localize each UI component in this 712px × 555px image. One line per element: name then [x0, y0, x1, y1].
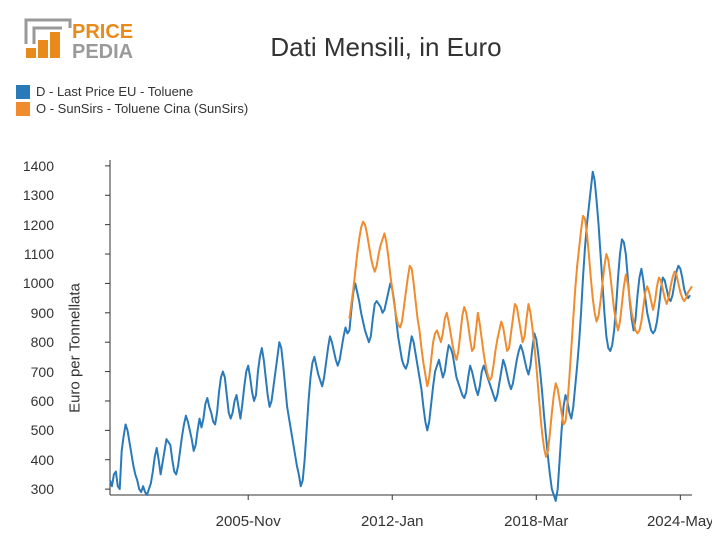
- y-tick-label: 800: [16, 334, 60, 350]
- y-tick-label: 1100: [16, 246, 60, 262]
- legend-item: D - Last Price EU - Toluene: [16, 84, 712, 99]
- x-tick-label: 2012-Jan: [361, 513, 424, 530]
- legend-label: D - Last Price EU - Toluene: [36, 84, 193, 99]
- plot-svg: [60, 150, 702, 505]
- x-tick-label: 2005-Nov: [216, 513, 281, 530]
- chart-title: Dati Mensili, in Euro: [140, 14, 692, 63]
- y-tick-label: 900: [16, 305, 60, 321]
- x-ticks: 2005-Nov2012-Jan2018-Mar2024-May: [60, 513, 702, 533]
- y-tick-label: 1000: [16, 275, 60, 291]
- logo-text-top: PRICE: [72, 21, 133, 43]
- series-line: [349, 216, 692, 457]
- y-tick-label: 600: [16, 393, 60, 409]
- legend-swatch-icon: [16, 85, 30, 99]
- y-tick-label: 300: [16, 481, 60, 497]
- legend-label: O - SunSirs - Toluene Cina (SunSirs): [36, 101, 248, 116]
- y-tick-label: 1300: [16, 187, 60, 203]
- header: PRICE PEDIA Dati Mensili, in Euro: [0, 0, 712, 74]
- x-tick-label: 2018-Mar: [504, 513, 568, 530]
- chart-area: Euro per Tonnellata 30040050060070080090…: [0, 150, 712, 545]
- logo-bars-icon: [26, 20, 70, 58]
- logo-text-bottom: PEDIA: [72, 41, 133, 63]
- y-tick-label: 1200: [16, 217, 60, 233]
- logo: PRICE PEDIA: [20, 14, 140, 74]
- y-tick-label: 1400: [16, 158, 60, 174]
- legend: D - Last Price EU - Toluene O - SunSirs …: [0, 74, 712, 116]
- legend-item: O - SunSirs - Toluene Cina (SunSirs): [16, 101, 712, 116]
- y-tick-label: 400: [16, 452, 60, 468]
- y-tick-label: 500: [16, 422, 60, 438]
- x-tick-label: 2024-May: [647, 513, 712, 530]
- legend-swatch-icon: [16, 102, 30, 116]
- series-line: [110, 172, 690, 501]
- y-tick-label: 700: [16, 364, 60, 380]
